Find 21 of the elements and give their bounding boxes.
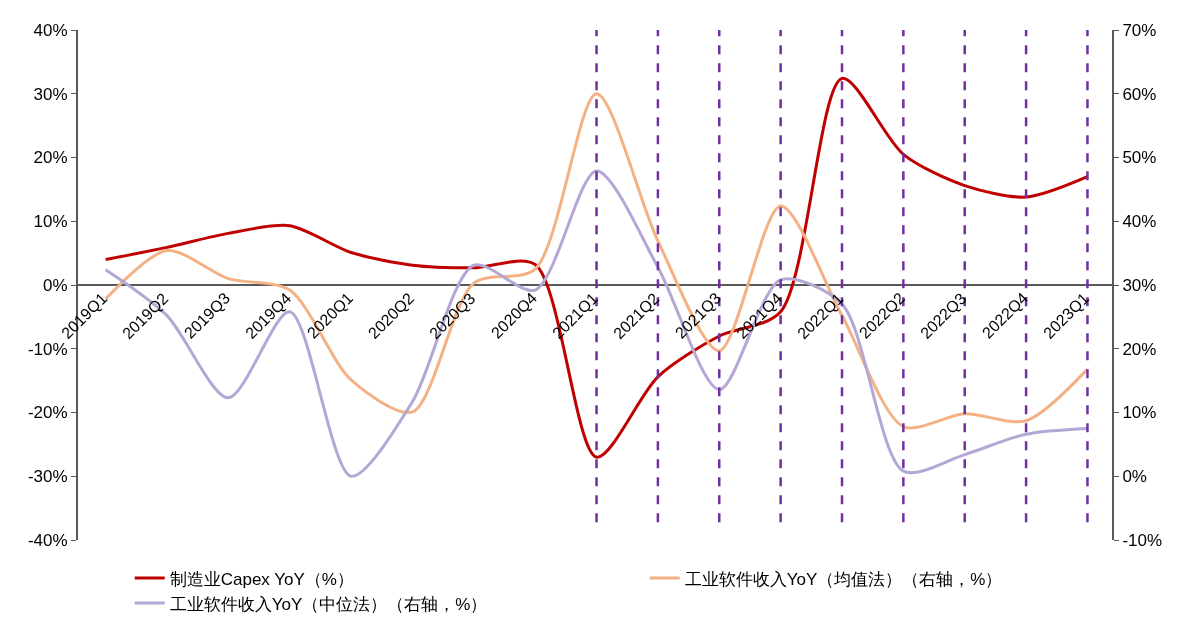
legend-label: 制造业Capex YoY（%） xyxy=(169,569,354,589)
y2-tick-label: 10% xyxy=(1122,403,1157,423)
y-tick-label: 30% xyxy=(33,84,68,104)
y2-tick-label: 50% xyxy=(1122,148,1157,168)
y-tick-label: 20% xyxy=(33,148,68,168)
y-tick-label: 10% xyxy=(33,212,68,232)
y-tick-label: -40% xyxy=(27,530,68,550)
y-tick-label: -30% xyxy=(27,467,68,487)
y2-tick-label: 0% xyxy=(1122,467,1147,487)
legend-label: 工业软件收入YoY（中位法）（右轴，%） xyxy=(169,594,488,614)
y2-tick-label: 20% xyxy=(1122,339,1157,359)
y2-tick-label: 60% xyxy=(1122,84,1157,104)
y2-tick-label: -10% xyxy=(1122,530,1163,550)
y2-tick-label: 30% xyxy=(1122,275,1157,295)
y-tick-label: -10% xyxy=(27,339,68,359)
y2-tick-label: 40% xyxy=(1122,212,1157,232)
y-tick-label: 0% xyxy=(43,275,68,295)
y2-tick-label: 70% xyxy=(1122,20,1157,40)
y-tick-label: -20% xyxy=(27,403,68,423)
y-tick-label: 40% xyxy=(33,20,68,40)
legend-label: 工业软件收入YoY（均值法）（右轴，%） xyxy=(684,569,1003,589)
